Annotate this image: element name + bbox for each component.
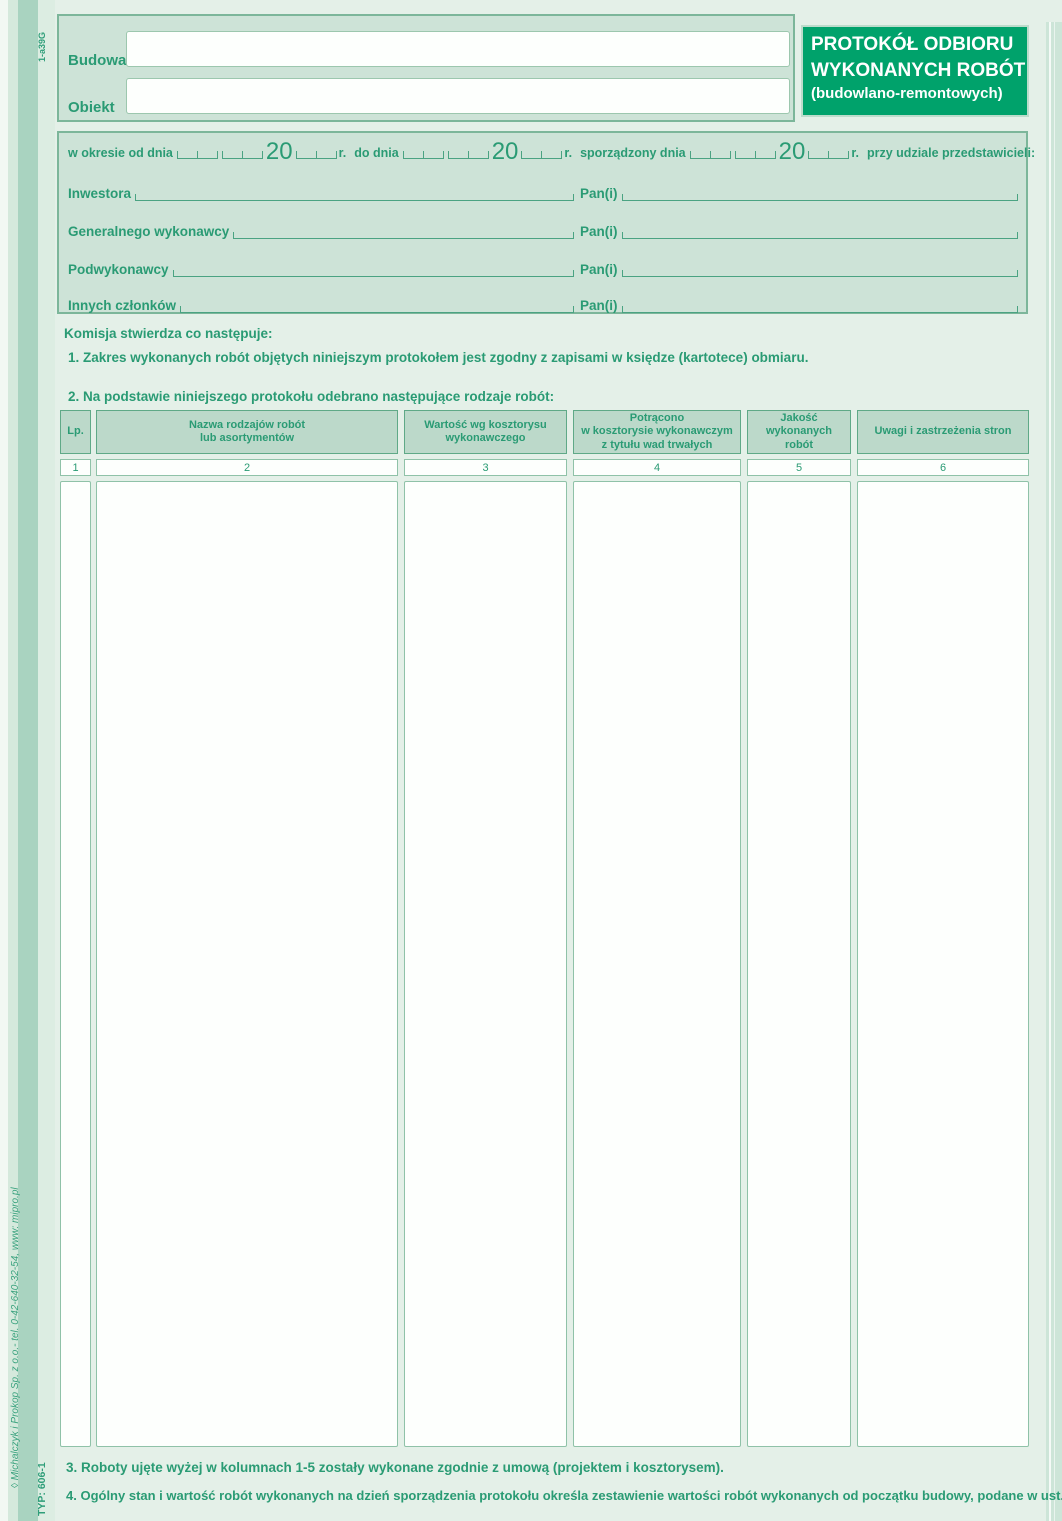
left-margin-strip (0, 0, 8, 1521)
period-from-label: w okresie od dnia (68, 146, 173, 160)
representative-row-general-contractor: Generalnego wykonawcy Pan(i) (68, 219, 1018, 239)
from-day-cells[interactable] (176, 151, 218, 159)
right-perforation-strip (1046, 22, 1062, 1521)
obiekt-input[interactable] (126, 78, 790, 114)
other-members-label: Innych członków (68, 298, 177, 313)
budowa-input[interactable] (126, 31, 790, 67)
subcontractor-name-line[interactable] (172, 270, 574, 277)
column-number-4: 4 (573, 459, 741, 476)
investor-label: Inwestora (68, 186, 132, 201)
column-number-3: 3 (404, 459, 567, 476)
column-number-2: 2 (96, 459, 398, 476)
table-fill-column-estimate-value[interactable] (404, 481, 567, 1447)
to-year-abbrev: r. (564, 146, 573, 160)
from-month-cells[interactable] (221, 151, 263, 159)
prepared-century-prefix: 20 (778, 138, 806, 165)
to-year-cells[interactable] (521, 151, 563, 159)
general-contractor-pan-label: Pan(i) (580, 224, 618, 239)
clause-2: 2. Na podstawie niniejszego protokołu od… (68, 389, 555, 404)
to-month-cells[interactable] (447, 151, 489, 159)
table-header-estimate-value: Wartość wg kosztorysu wykonawczego (404, 410, 567, 454)
participants-label: przy udziale przedstawicieli: (867, 146, 1036, 160)
investor-pan-label: Pan(i) (580, 186, 618, 201)
site-object-panel: Budowa Obiekt (57, 14, 795, 122)
clause-1: 1. Zakres wykonanych robót objętych nini… (68, 350, 809, 365)
type-code-vertical: TYP: 606-1 (36, 1462, 48, 1516)
period-to-label: do dnia (354, 146, 399, 160)
column-number-1: 1 (60, 459, 91, 476)
from-year-cells[interactable] (295, 151, 337, 159)
table-fill-column-deductions[interactable] (573, 481, 741, 1447)
general-contractor-name-line[interactable] (233, 232, 574, 239)
period-panel: w okresie od dnia 20 r. do dnia 20 r. sp… (57, 131, 1035, 314)
prepared-month-cells[interactable] (734, 151, 776, 159)
prepared-year-abbrev: r. (851, 146, 859, 160)
table-fill-column-remarks[interactable] (857, 481, 1029, 1447)
subcontractor-person-line[interactable] (621, 270, 1018, 277)
obiekt-label: Obiekt (68, 99, 115, 116)
from-century-prefix: 20 (265, 138, 293, 165)
column-number-5: 5 (747, 459, 851, 476)
clause-3: 3. Roboty ujęte wyżej w kolumnach 1-5 zo… (66, 1460, 724, 1475)
left-stripe-light (8, 0, 18, 1521)
table-header-work-name: Nazwa rodzajów robót lub asortymentów (96, 410, 398, 454)
general-contractor-label: Generalnego wykonawcy (68, 224, 230, 239)
representative-row-subcontractor: Podwykonawcy Pan(i) (68, 257, 1018, 277)
form-title-line2: WYKONANYCH ROBÓT (811, 59, 1026, 81)
table-fill-column-work-name[interactable] (96, 481, 398, 1447)
table-header-deductions: Potrącono w kosztorysie wykonawczym z ty… (573, 410, 741, 454)
form-title-line3: (budowlano-remontowych) (811, 85, 1003, 103)
from-year-abbrev: r. (338, 146, 347, 160)
representative-row-other-members: Innych członków Pan(i) (68, 293, 1018, 313)
form-title-box: PROTOKÓŁ ODBIORU WYKONANYCH ROBÓT (budow… (801, 25, 1029, 117)
column-number-6: 6 (857, 459, 1029, 476)
investor-name-line[interactable] (135, 194, 574, 201)
table-header-remarks: Uwagi i zastrzeżenia stron (857, 410, 1029, 454)
other-members-name-line[interactable] (180, 306, 574, 313)
form-title-line1: PROTOKÓŁ ODBIORU (811, 34, 1014, 55)
form-code-vertical: 1-a39G (37, 31, 47, 62)
general-contractor-person-line[interactable] (621, 232, 1018, 239)
prepared-year-cells[interactable] (808, 151, 850, 159)
left-stripe-pale (38, 0, 55, 1521)
subcontractor-pan-label: Pan(i) (580, 262, 618, 277)
to-day-cells[interactable] (402, 151, 444, 159)
other-members-person-line[interactable] (621, 306, 1018, 313)
to-century-prefix: 20 (491, 138, 519, 165)
left-stripe-green (18, 0, 38, 1521)
table-header-lp: Lp. (60, 410, 91, 454)
period-row: w okresie od dnia 20 r. do dnia 20 r. sp… (68, 138, 1035, 165)
representative-row-investor: Inwestora Pan(i) (68, 181, 1018, 201)
other-members-pan-label: Pan(i) (580, 298, 618, 313)
commission-heading: Komisja stwierdza co następuje: (64, 326, 273, 341)
prepared-label: sporządzony dnia (580, 146, 686, 160)
prepared-day-cells[interactable] (689, 151, 731, 159)
clause-4: 4. Ogólny stan i wartość robót wykonanyc… (66, 1488, 1062, 1503)
table-header-quality: Jakość wykonanych robót (747, 410, 851, 454)
subcontractor-label: Podwykonawcy (68, 262, 169, 277)
budowa-label: Budowa (68, 52, 127, 69)
investor-person-line[interactable] (621, 194, 1018, 201)
table-fill-column-quality[interactable] (747, 481, 851, 1447)
publisher-vertical: ◊ Michalczyk i Prokop Sp. z o.o.- tel. 0… (10, 1187, 21, 1488)
table-fill-column-lp[interactable] (60, 481, 91, 1447)
